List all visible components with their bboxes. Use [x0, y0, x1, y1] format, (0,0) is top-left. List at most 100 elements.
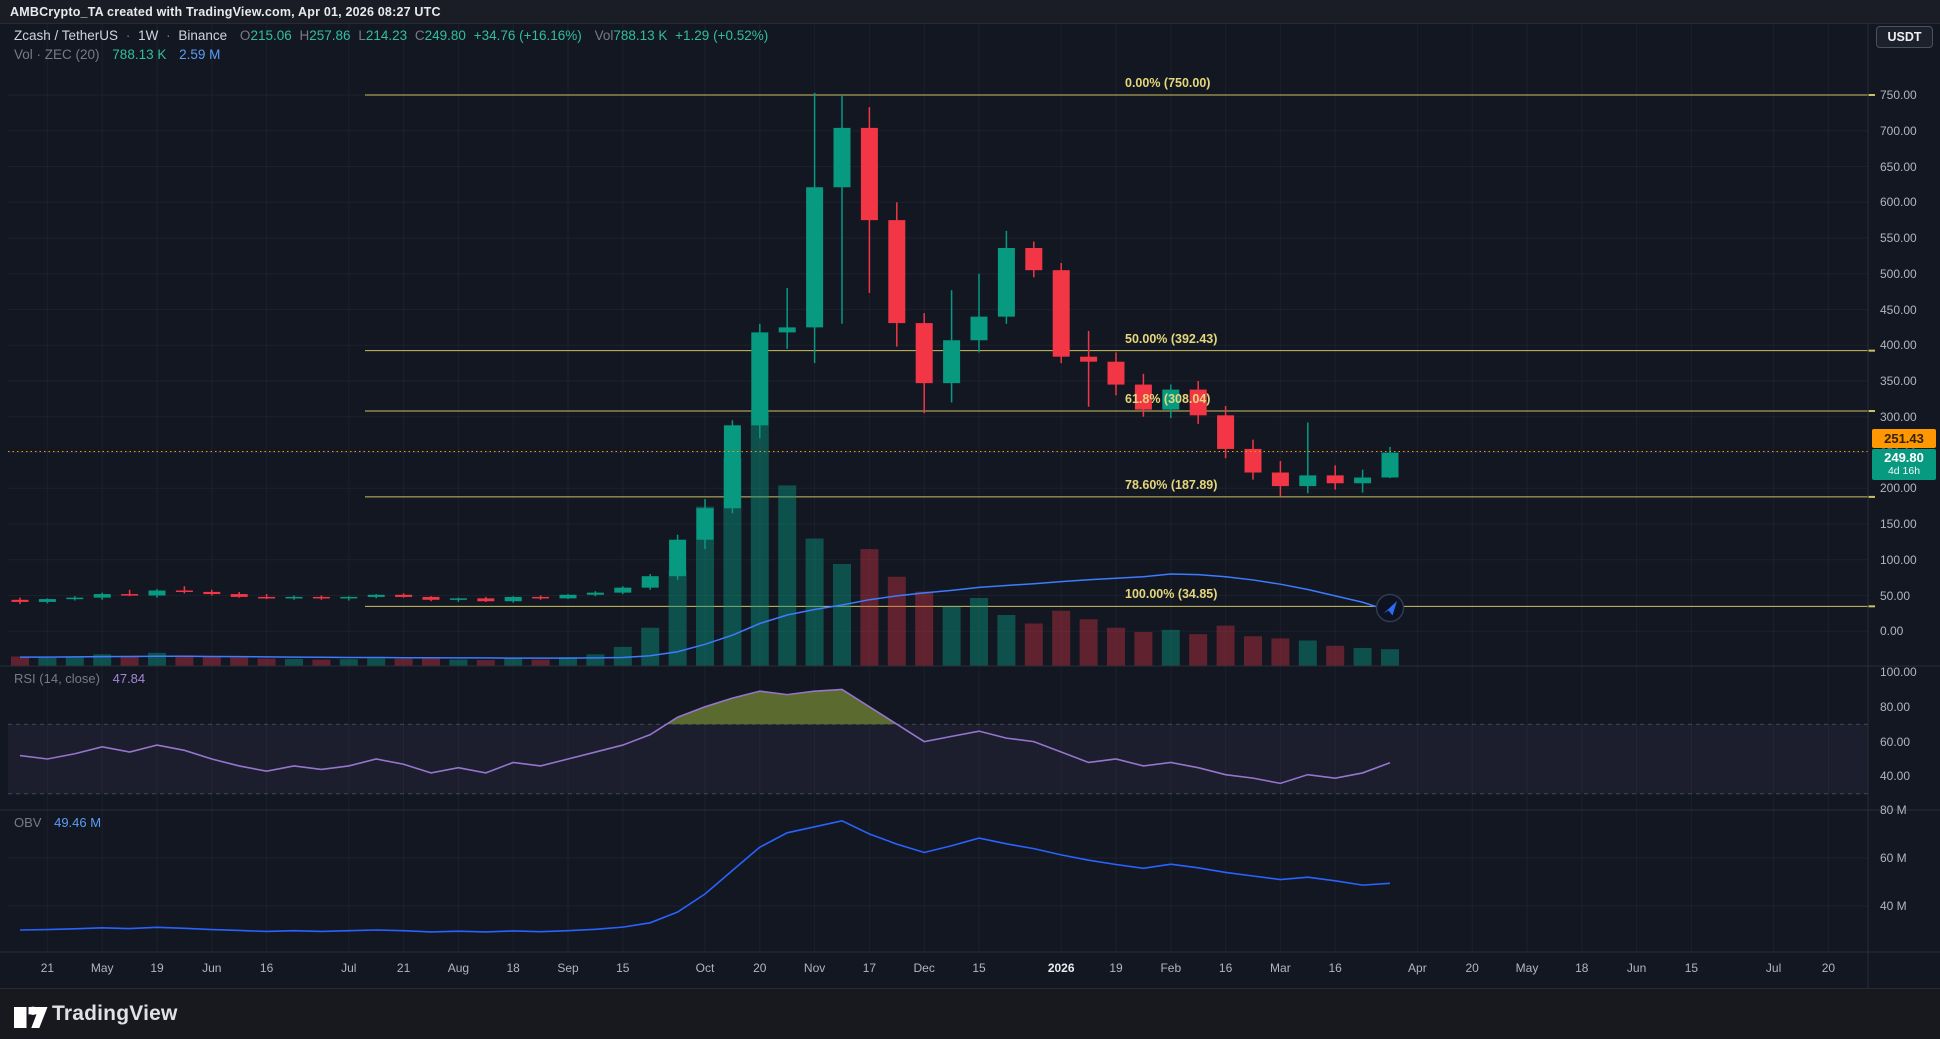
price-tick-label: 50.00	[1880, 588, 1911, 603]
candle-body	[93, 594, 111, 598]
candle-body	[1271, 472, 1289, 487]
rsi-tick-label: 100.00	[1880, 665, 1917, 679]
quick-trade-bubble[interactable]	[1375, 593, 1405, 623]
rsi-band-fill	[8, 724, 1868, 794]
price-tick-label: 550.00	[1880, 231, 1917, 245]
candle-body	[614, 587, 632, 593]
legend-separator: ·	[125, 28, 131, 43]
volume-bar	[120, 655, 139, 666]
candle-body	[1326, 475, 1344, 484]
volume-value: 788.13 K	[613, 28, 668, 43]
volume-indicator-legend[interactable]: Vol · ZEC (20) 788.13 K 2.59 M	[14, 47, 220, 62]
price-tick-label: 600.00	[1880, 195, 1917, 210]
volume-bar	[860, 549, 879, 666]
candle-body	[38, 599, 56, 602]
candle-body	[340, 596, 358, 599]
time-tick-label: 2026	[1047, 961, 1075, 975]
exchange-label[interactable]: Binance	[178, 28, 228, 43]
candle-body	[1354, 477, 1372, 484]
candle-body	[778, 327, 796, 333]
candle-body	[449, 598, 467, 600]
volume-bar	[230, 657, 249, 666]
obv-indicator-legend[interactable]: OBV 49.46 M	[14, 815, 101, 830]
low-label: L	[358, 28, 366, 43]
volume-bar	[970, 598, 988, 666]
volume-bar	[1216, 625, 1235, 666]
candle-body	[203, 591, 221, 595]
rsi-line	[19, 688, 1391, 785]
rsi-tick-label: 60.00	[1880, 734, 1911, 749]
candle-body	[175, 590, 193, 592]
open-value: 215.06	[250, 28, 292, 43]
obv-value: 49.46 M	[54, 815, 102, 830]
fib-level-label[interactable]: 78.60% (187.89)	[1125, 477, 1218, 492]
time-tick-label: 16	[1328, 961, 1342, 975]
candle-body	[258, 596, 276, 599]
currency-toggle-button[interactable]: USDT	[1876, 26, 1933, 48]
symbol-name[interactable]: Zcash / TetherUS	[14, 28, 119, 43]
volume-bar	[148, 652, 166, 666]
rsi-indicator-name[interactable]: RSI (14, close)	[14, 671, 100, 686]
volume-bar	[65, 657, 84, 666]
volume-bar	[997, 615, 1016, 666]
watermark-text: AMBCrypto_TA created with TradingView.co…	[10, 5, 441, 19]
volume-indicator-value: 788.13 K	[112, 47, 167, 62]
time-tick-label: Feb	[1160, 961, 1182, 975]
candle-body	[1134, 384, 1152, 410]
volume-bar	[1107, 627, 1125, 666]
interval-label[interactable]: 1W	[138, 28, 159, 43]
price-tick-label: 400.00	[1880, 338, 1917, 353]
volume-bar	[504, 658, 523, 666]
symbol-legend[interactable]: Zcash / TetherUS · 1W · Binance O215.06 …	[14, 28, 768, 43]
candle-body	[559, 594, 577, 599]
time-tick-label: 16	[259, 961, 274, 975]
tradingview-logo-icon[interactable]	[14, 1000, 50, 1030]
rsi-indicator-legend[interactable]: RSI (14, close) 47.84	[14, 671, 145, 686]
candle-body	[723, 425, 741, 509]
time-tick-label: 19	[1109, 961, 1123, 975]
low-value: 214.23	[365, 28, 408, 43]
price-tick-label: 350.00	[1880, 374, 1917, 388]
volume-bar	[339, 659, 358, 666]
volume-bar	[1134, 632, 1153, 666]
tradingview-brand-text[interactable]: TradingView	[52, 1002, 178, 1025]
candle-body	[504, 596, 522, 602]
alert-price-badge[interactable]: 251.43	[1872, 429, 1936, 448]
time-tick-label: 21	[40, 961, 55, 975]
candle-body	[970, 316, 988, 341]
candle-body	[121, 594, 139, 596]
rsi-tick-label: 40.00	[1880, 769, 1911, 784]
fib-level-label[interactable]: 0.00% (750.00)	[1125, 76, 1211, 90]
bubble-arrow-icon	[1383, 601, 1397, 616]
obv-tick-label: 80 M	[1880, 803, 1907, 817]
obv-indicator-name[interactable]: OBV	[14, 815, 42, 830]
candle-body	[997, 248, 1015, 317]
time-tick-label: May	[1515, 961, 1539, 975]
bar-countdown: 4d 16h	[1887, 465, 1921, 477]
volume-bar	[312, 659, 331, 666]
price-tick-label: 100.00	[1880, 552, 1917, 567]
candle-body	[1107, 361, 1125, 385]
volume-bar	[559, 657, 577, 666]
time-tick-label: 15	[972, 961, 986, 975]
candle-body	[230, 594, 248, 597]
candle-body	[367, 594, 385, 597]
fib-level-label[interactable]: 50.00% (392.43)	[1125, 331, 1218, 346]
candle-body	[669, 539, 687, 577]
candle-body	[696, 508, 714, 540]
volume-indicator-name[interactable]: Vol · ZEC (20)	[14, 47, 100, 62]
time-tick-label: 20	[1821, 961, 1836, 975]
volume-bar	[668, 570, 687, 666]
fib-level-label[interactable]: 61.8% (308.04)	[1125, 392, 1211, 406]
time-tick-label: 19	[150, 961, 164, 975]
rsi-overbought-fill	[666, 689, 897, 725]
price-tick-label: 200.00	[1880, 481, 1917, 496]
candle-body	[860, 127, 878, 221]
volume-bar	[1326, 645, 1345, 666]
fib-level-label[interactable]: 100.00% (34.85)	[1125, 587, 1218, 602]
time-tick-label: Apr	[1408, 961, 1427, 975]
time-tick-label: Nov	[803, 961, 826, 975]
change-value: +34.76 (+16.16%)	[473, 28, 582, 43]
